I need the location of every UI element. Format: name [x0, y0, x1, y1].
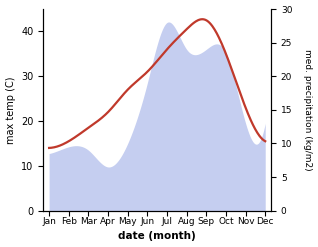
X-axis label: date (month): date (month)	[118, 231, 196, 242]
Y-axis label: med. precipitation (kg/m2): med. precipitation (kg/m2)	[303, 49, 313, 171]
Y-axis label: max temp (C): max temp (C)	[5, 76, 16, 144]
